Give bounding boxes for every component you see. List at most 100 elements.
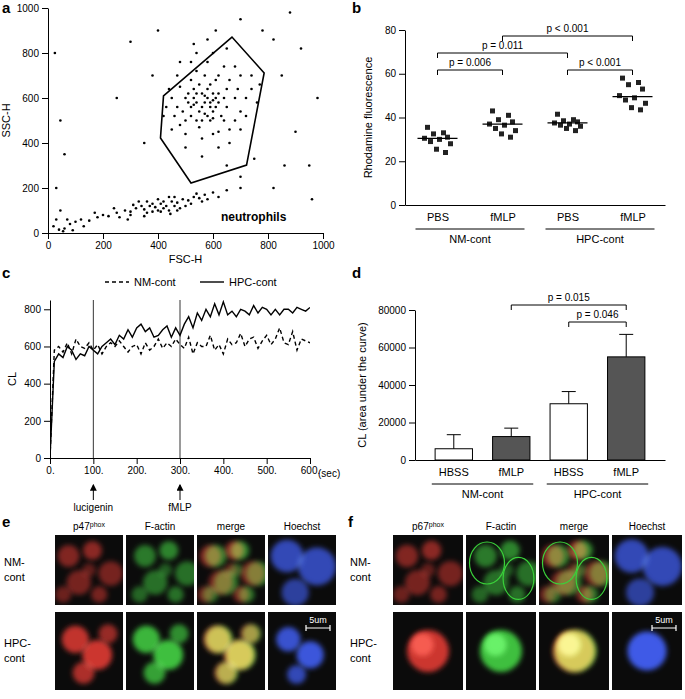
event-point [154, 206, 157, 209]
event-point [198, 110, 201, 113]
event-point [198, 126, 201, 129]
stain-blob [287, 665, 306, 684]
stain-blob [159, 541, 178, 560]
event-point [58, 228, 61, 231]
data-point [623, 98, 628, 103]
plot-area [435, 334, 645, 460]
tick: 40000 [378, 380, 415, 391]
data-point [508, 135, 513, 140]
data-point [425, 125, 430, 130]
tick: HBSS [439, 466, 469, 478]
event-point [203, 94, 206, 97]
tick-label: fMLP [613, 466, 639, 478]
x-axis-title: (sec) [318, 468, 340, 479]
event-point [184, 119, 187, 122]
tick: 80000 [378, 305, 415, 316]
tick-mark [399, 161, 405, 162]
event-point [280, 74, 283, 77]
tick: PBS [427, 211, 449, 223]
panel-label: a [2, 0, 11, 16]
data-point [499, 131, 504, 136]
column-header: p47phox [73, 521, 105, 533]
micrograph [539, 535, 609, 605]
scale-bar-label: 5um [655, 615, 673, 625]
event-point [223, 119, 226, 122]
stain-blob [626, 578, 654, 605]
stain-blob [202, 586, 218, 602]
micrograph [393, 612, 463, 690]
legend-swatch [200, 281, 224, 282]
stain-blob [170, 624, 189, 643]
header-text: Hoechst [284, 521, 321, 532]
tick: 1000 [312, 233, 335, 251]
row-label-line: NM- [350, 556, 371, 568]
tick: 20 [385, 156, 405, 167]
event-point [214, 79, 217, 82]
event-point [225, 88, 228, 91]
stain-blob [230, 541, 249, 560]
micrograph [55, 612, 123, 690]
micrograph [126, 612, 194, 690]
data-point [567, 122, 572, 127]
stain-blob [480, 630, 522, 672]
event-point [234, 65, 237, 68]
tick: 200 [24, 416, 50, 427]
event-point [198, 197, 201, 200]
event-point [143, 142, 146, 145]
micrograph-panel: fp67phoxF-actinmergeHoechstNM-contHPC-co… [348, 513, 682, 690]
event-point [59, 119, 62, 122]
tick-mark [50, 458, 51, 464]
tick-mark [42, 98, 48, 99]
panel-label: f [348, 513, 354, 530]
event-point [250, 88, 253, 91]
micrograph-background [393, 612, 463, 690]
event-point [201, 119, 204, 122]
stain-blob [582, 586, 599, 603]
data-point [638, 107, 643, 112]
event-line [180, 300, 181, 458]
event-point [146, 211, 149, 214]
stain-blob [134, 545, 156, 567]
event-point [107, 215, 110, 218]
header-text: F-actin [145, 521, 176, 532]
tick: HBSS [554, 466, 584, 478]
tick: 200 [95, 233, 112, 251]
tick-label: 200. [127, 465, 146, 476]
error-bar [562, 392, 576, 404]
tick-mark [409, 423, 415, 424]
row-label-line: cont [350, 571, 371, 583]
event-point [169, 213, 172, 216]
panel-label: b [352, 0, 361, 16]
cell-outline [576, 557, 607, 599]
header-superscript: phox [429, 521, 445, 529]
data-point [636, 80, 641, 85]
tick: 600 [22, 93, 48, 104]
panel-scatter: a0200400600800100002004006008001000FSC-H… [0, 0, 335, 265]
tick-mark [158, 233, 159, 239]
event-point [190, 61, 193, 64]
event-point [209, 83, 212, 86]
event-point [209, 106, 212, 109]
tick-label: 40 [385, 112, 397, 123]
header-text: merge [217, 521, 246, 532]
stain-blob [407, 630, 449, 672]
column-header: F-actin [486, 521, 517, 532]
tick: 300. [171, 458, 190, 476]
event-point [225, 106, 228, 109]
event-point [71, 229, 74, 232]
event-point [239, 18, 242, 21]
tick-label: fMLP [490, 211, 516, 223]
y-axis-title: SSC-H [0, 103, 12, 137]
event-point [157, 198, 160, 201]
event-point [192, 97, 195, 100]
data-point [506, 113, 511, 118]
event-point [151, 210, 154, 213]
tick-label: 0. [46, 465, 54, 476]
event-point [206, 115, 209, 118]
tick-mark [268, 233, 269, 239]
event-point [203, 101, 206, 104]
event-point [54, 52, 57, 55]
event-point [212, 191, 215, 194]
stain-blob [547, 545, 569, 567]
header-text: p67 [412, 521, 429, 532]
